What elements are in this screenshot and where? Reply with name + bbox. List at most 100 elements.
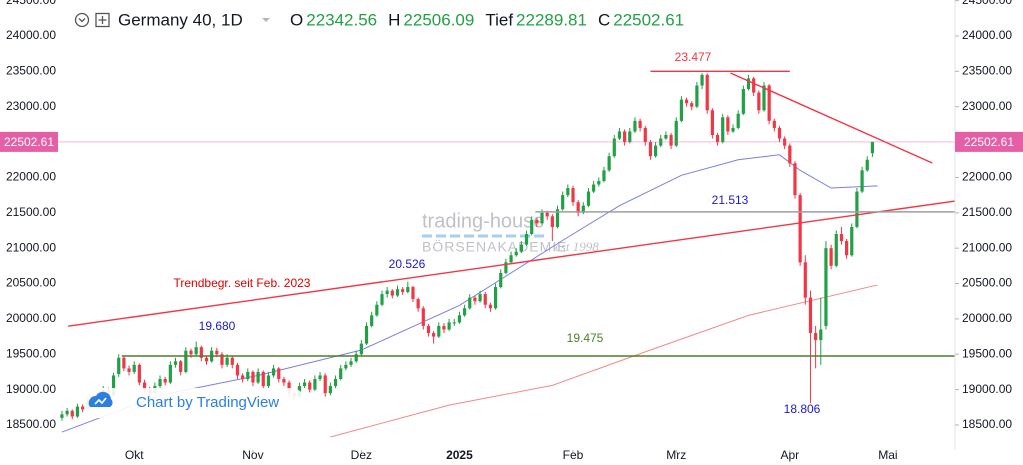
credit-logo-mark [94,397,107,405]
collapse-icon[interactable] [74,12,90,28]
candle-body [349,361,353,365]
y-tick-label: 18500.00 [962,417,1012,431]
candle-body [638,120,642,128]
candle-body [364,325,369,344]
candle-body [442,325,446,330]
candle-body [576,202,580,213]
candle-body [824,248,828,326]
candle-body [499,272,503,288]
ohlc-value: 22506.09 [403,10,474,29]
watermark-sub: BÖRSENAKADEMIE [422,238,567,255]
last-price-label: 22502.61 [964,135,1014,149]
candle-body [70,410,74,417]
candle-body [447,322,451,330]
candle-body [814,333,818,341]
candle-body [535,219,539,224]
candle-body [385,290,389,295]
y-tick-label: 20000.00 [962,311,1012,325]
candle-body [860,170,864,192]
candle-body [406,287,410,293]
candle-body [504,262,508,273]
candle-body [168,364,172,383]
annotation: 19.475 [567,331,604,345]
candle-body [684,99,689,104]
candle-body [323,375,327,394]
ohlc-header: O 22342.56 H 22506.09 Tief 22289.81 C 22502.61 [290,10,684,29]
candle-body [514,251,518,256]
candle-body [457,315,462,323]
candle-body [710,110,714,136]
candle-body [287,382,291,394]
candle-body [328,386,332,394]
y-tick-label: 23500.00 [962,64,1012,78]
candle-body [798,195,802,263]
candle-body [488,304,493,309]
candle-body [597,180,601,185]
candle-body [117,357,121,375]
candle-body [690,103,694,107]
y-tick-label: 19000.00 [962,382,1012,396]
candle-body [767,85,771,121]
credit-bg [84,388,306,418]
candle-body [623,131,627,143]
candle-body [607,156,611,171]
candle-body [643,127,647,143]
candle-body [777,127,782,139]
ohlc-value: 22342.56 [306,10,377,29]
candle-body [266,375,271,387]
candle-body [421,308,425,326]
candle-body [215,350,219,355]
candle-body [808,297,813,334]
candle-body [282,378,286,383]
y-tick-label: 21000.00 [962,240,1012,254]
candle-body [184,350,188,372]
y-tick-label-left: 24500.00 [6,0,56,7]
candle-body [653,145,658,157]
ohlc-key: C [598,10,610,29]
candle-body [173,361,178,365]
y-tick-label: 23000.00 [962,99,1012,113]
y-tick-label-left: 23000.00 [6,99,56,113]
candle-body [204,357,209,362]
candle-body [586,191,591,206]
candle-body [478,294,482,302]
candle-body [225,357,229,365]
candle-body [256,371,260,383]
candle-body [411,287,415,300]
candle-body [741,89,745,114]
candle-body [483,294,487,305]
ohlc-key: H [388,10,400,29]
candle-body [721,117,725,143]
candle-body [679,99,684,121]
x-tick-label: 2025 [446,448,473,462]
candle-body [493,287,498,309]
candle-body [746,78,751,90]
y-tick-label-left: 20500.00 [6,276,56,290]
candle-body [261,371,265,387]
candle-body [540,212,544,224]
y-tick-label-left: 19000.00 [6,382,56,396]
y-tick-label-left: 19500.00 [6,346,56,360]
annotation: 20.526 [389,257,426,271]
candle-body [664,135,668,139]
candle-body [318,375,322,379]
y-tick-label: 19500.00 [962,346,1012,360]
candle-body [844,241,849,256]
candle-body [829,248,833,266]
candle-body [246,371,250,379]
candle-body [390,290,394,296]
candle-body [354,354,358,362]
y-tick-label: 21500.00 [962,205,1012,219]
candle-body [60,414,64,418]
compare-icon[interactable] [95,12,110,28]
candle-body [617,131,622,139]
x-tick-label: Okt [125,448,144,462]
drawn-line [68,200,956,327]
candle-body [839,234,844,242]
dropdown[interactable] [262,18,270,22]
y-tick-label: 20500.00 [962,276,1012,290]
candle-body [111,375,116,396]
symbol-title: Germany 40, 1D [118,10,243,29]
